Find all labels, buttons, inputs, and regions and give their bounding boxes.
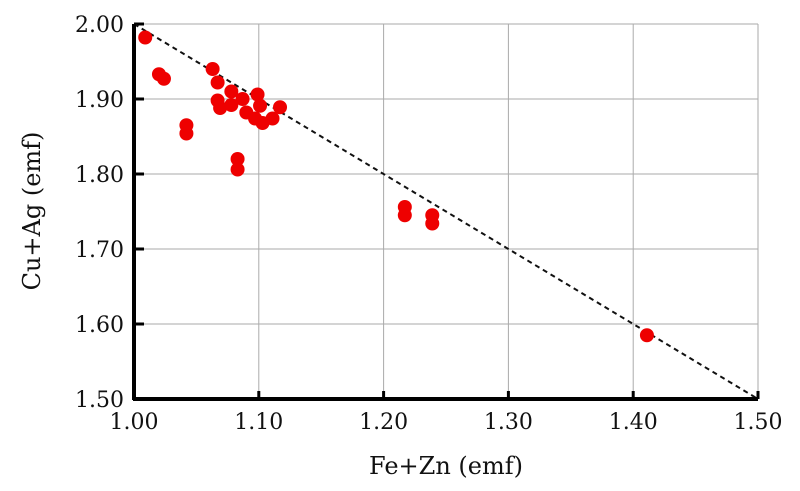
data-point [213, 101, 228, 115]
x-tick-label: 1.40 [609, 410, 658, 435]
y-tick-label: 1.90 [75, 88, 124, 113]
data-point [397, 208, 412, 223]
data-point [138, 30, 153, 45]
data-point [205, 62, 220, 76]
data-point [273, 100, 288, 115]
data-point [235, 92, 250, 106]
data-point [639, 328, 654, 343]
ticks: 1.00 1.10 1.20 1.30 1.40 1.50 1.50 1.60 1.70 1.80… [75, 13, 782, 435]
data-point [265, 111, 280, 126]
x-tick-label: 1.50 [734, 410, 783, 435]
data-point [250, 87, 265, 102]
y-tick-label: 1.70 [75, 238, 124, 263]
axes [132, 24, 758, 401]
y-axis-label: Cu+Ag (emf) [18, 132, 46, 291]
data-point [210, 75, 225, 90]
x-tick-label: 1.30 [484, 410, 533, 435]
y-tick-label: 1.50 [75, 388, 124, 413]
data-points [138, 30, 654, 343]
x-axis-label: Fe+Zn (emf) [369, 452, 523, 480]
data-point [230, 162, 245, 177]
data-point [425, 216, 440, 231]
data-point [230, 152, 245, 166]
data-point [224, 98, 239, 112]
x-tick-label: 1.20 [359, 410, 408, 435]
x-tick-label: 1.10 [234, 410, 283, 435]
x-tick-label: 1.00 [110, 410, 159, 435]
data-point [224, 84, 239, 99]
data-point [253, 98, 268, 113]
reference-line [133, 23, 759, 400]
data-point [179, 126, 194, 141]
y-tick-label: 1.80 [75, 163, 124, 188]
y-tick-label: 1.60 [75, 313, 124, 338]
data-point [156, 71, 171, 86]
y-tick-label: 2.00 [75, 13, 124, 38]
